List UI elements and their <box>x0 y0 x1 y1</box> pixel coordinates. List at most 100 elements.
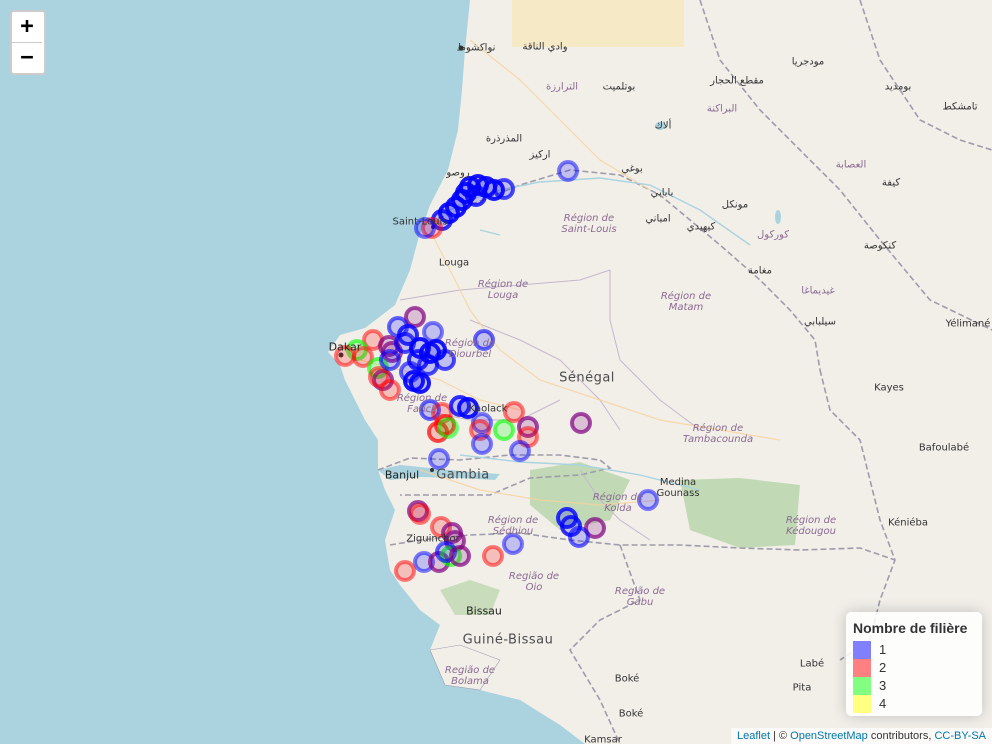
marker-purple[interactable] <box>584 517 606 539</box>
marker-blue[interactable] <box>509 440 531 462</box>
data-markers <box>334 160 659 582</box>
label-banjul: Banjul <box>384 468 420 482</box>
label-region-bolama: Região de Bolama <box>444 665 496 687</box>
marker-red[interactable] <box>482 545 504 567</box>
marker-blue[interactable] <box>502 533 524 555</box>
label-saint-louis: Saint-Louis <box>392 216 448 228</box>
forest-patch-2 <box>680 478 800 548</box>
marker-blue[interactable] <box>493 178 515 200</box>
label-wadi-naqa: وادي الناقة <box>522 41 568 53</box>
legend-swatch <box>853 659 871 677</box>
zoom-in-button[interactable]: + <box>12 12 42 43</box>
label-region-kedougou: Région de Kédougou <box>785 515 837 537</box>
label-gambia: Gambia <box>436 467 490 483</box>
marker-blue[interactable] <box>422 321 444 343</box>
marker-green[interactable] <box>493 419 515 441</box>
marker-red[interactable] <box>503 401 525 423</box>
label-boke: Boké <box>614 673 640 685</box>
label-region-tambacounda: Région de Tambacounda <box>682 423 754 445</box>
zoom-control: + − <box>10 10 46 75</box>
bijagos-islands <box>429 644 501 691</box>
roads <box>359 39 781 506</box>
marker-red[interactable] <box>394 560 416 582</box>
legend-swatch <box>853 677 871 695</box>
label-yelimane: Yélimané <box>945 318 991 330</box>
label-kayes: Kayes <box>874 382 904 394</box>
marker-blue[interactable] <box>434 349 456 371</box>
label-boutilimit: بوتلميت <box>602 81 636 93</box>
label-region-gabu: Região de Gabu <box>614 586 666 608</box>
marker-blue[interactable] <box>413 551 435 573</box>
legend-swatch <box>853 695 871 713</box>
label-kamsar: Kamsar <box>584 734 622 744</box>
label-region-fatick: Région de Fatick <box>396 393 448 415</box>
label-kiffa: كيفة <box>881 177 901 189</box>
marker-purple[interactable] <box>449 545 471 567</box>
label-rosso: روصو <box>446 167 470 179</box>
attribution: Leaflet | © OpenStreetMap contributors, … <box>730 728 992 744</box>
marker-blue[interactable] <box>473 329 495 351</box>
zoom-out-button[interactable]: − <box>20 45 34 70</box>
label-mederdra: المذرذرة <box>485 133 523 145</box>
label-kaedi: كيهيدي <box>686 221 716 233</box>
license-link[interactable]: CC-BY-SA <box>934 730 986 742</box>
marker-blue[interactable] <box>457 397 479 419</box>
marker-blue[interactable] <box>379 349 401 371</box>
marker-blue[interactable] <box>568 526 590 548</box>
marker-blue[interactable] <box>409 372 431 394</box>
marker-purple[interactable] <box>404 306 426 328</box>
marker-green[interactable] <box>437 417 459 439</box>
label-brakna: البراكنة <box>706 103 738 115</box>
label-kenieba: Kéniéba <box>888 517 928 529</box>
lake <box>775 210 781 224</box>
attribution-contrib: contributors, <box>867 730 935 742</box>
country-borders <box>377 0 992 744</box>
legend-label: 1 <box>879 642 887 657</box>
marker-red[interactable] <box>430 516 452 538</box>
label-pita: Pita <box>792 682 812 694</box>
label-louga: Louga <box>438 257 470 269</box>
label-bafoulabe: Bafoulabé <box>918 442 970 454</box>
osm-link[interactable]: OpenStreetMap <box>790 730 868 742</box>
marker-red[interactable] <box>379 379 401 401</box>
label-region-sedhiou: Région de Sédhiou <box>487 515 539 537</box>
label-ziguinchor: Ziguinchor <box>406 533 460 545</box>
label-region-saint-louis: Région de Saint-Louis <box>561 213 617 235</box>
marker-blue[interactable] <box>557 160 579 182</box>
label-nouakchott: نواكشوط <box>456 42 496 54</box>
marker-red[interactable] <box>352 346 374 368</box>
label-tichitt: تامشكط <box>942 101 978 113</box>
legend: Nombre de filière 1 2 3 4 <box>846 612 982 716</box>
label-gorgol: كوركول <box>757 229 789 241</box>
legend-title: Nombre de filière <box>853 620 968 636</box>
label-moudjeria: مودجريا <box>791 56 825 68</box>
marker-blue[interactable] <box>414 217 436 239</box>
label-maqta: مقطع الحجار <box>710 75 764 87</box>
forest-patch-1 <box>530 462 630 530</box>
label-bissau: Bissau <box>466 604 502 618</box>
marker-purple[interactable] <box>570 412 592 434</box>
marker-blue[interactable] <box>637 489 659 511</box>
label-selibaby: سيلبابي <box>804 316 836 328</box>
marker-red[interactable] <box>409 503 431 525</box>
label-region-louga: Région de Louga <box>477 279 529 301</box>
marker-blue[interactable] <box>471 433 493 455</box>
label-trarza: الترارزة <box>545 81 579 93</box>
label-kaolack: Kaolack <box>468 403 508 415</box>
label-guidimakha: غيدیماغا <box>801 285 835 297</box>
label-boke-2: Boké <box>618 708 644 720</box>
marker-blue[interactable] <box>465 185 487 207</box>
legend-label: 4 <box>879 696 887 711</box>
label-assaba: العصابة <box>835 159 867 171</box>
legend-label: 2 <box>879 660 887 675</box>
marker-blue[interactable] <box>428 448 450 470</box>
label-region-oio: Região de Oio <box>508 571 560 593</box>
label-medina-gounass: Medina Gounass <box>656 477 700 499</box>
leaflet-link[interactable]: Leaflet <box>736 730 770 742</box>
attribution-sep: | © <box>770 730 791 742</box>
label-babai: بابابي <box>650 187 674 199</box>
label-labe: Labé <box>799 658 825 670</box>
desert-patch <box>512 0 684 47</box>
